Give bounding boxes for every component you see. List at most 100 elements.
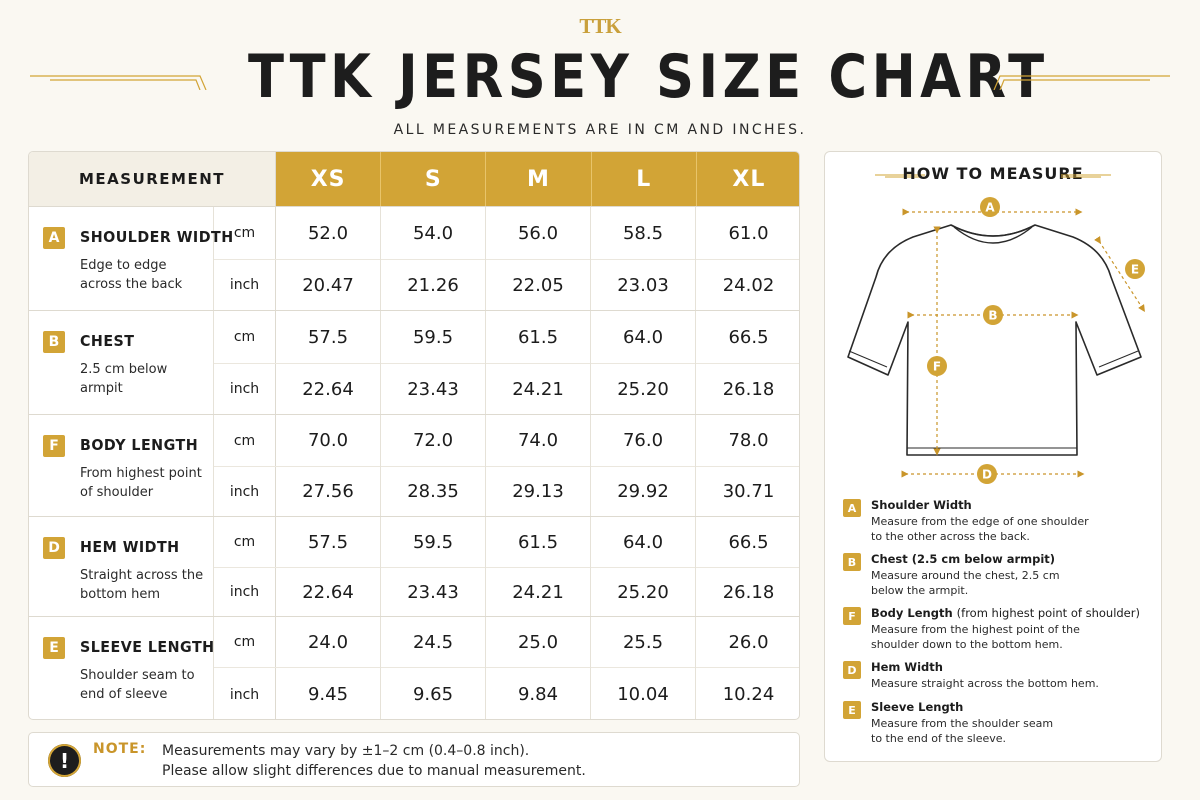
table-cell: 64.0 xyxy=(591,517,696,567)
legend-title: Hem Width xyxy=(871,660,943,674)
size-chart-table: MEASUREMENT XS S M L XL A SHOULDER WIDTH… xyxy=(28,151,800,720)
legend-title: Body Length (from highest point of shoul… xyxy=(871,606,1140,620)
svg-text:A: A xyxy=(985,201,995,215)
measurement-description: Shoulder seam to end of sleeve xyxy=(80,668,195,702)
table-cell: 70.0 xyxy=(276,415,381,466)
table-cell: 66.5 xyxy=(728,326,769,348)
letter-badge: D xyxy=(43,537,65,559)
table-cell: 59.5 xyxy=(381,311,486,363)
table-cell: 61.0 xyxy=(728,222,769,244)
table-cell: 64.0 xyxy=(591,311,696,363)
header-ornament-right xyxy=(993,75,1170,90)
table-row-cm: 70.0 72.0 74.0 76.0 78.0 xyxy=(276,415,799,466)
measure-marker-b: B xyxy=(983,305,1003,325)
table-row-inch: 22.64 23.43 24.21 25.20 26.18 xyxy=(276,363,799,415)
table-cell: 26.18 xyxy=(722,378,775,400)
row-group-hem-width: D HEM WIDTH Straight across the bottom h… xyxy=(29,516,799,617)
svg-text:F: F xyxy=(933,360,941,374)
measure-marker-e: E xyxy=(1125,259,1145,279)
table-cell: 24.21 xyxy=(486,363,591,415)
svg-text:E: E xyxy=(1131,263,1139,277)
letter-badge: A xyxy=(843,499,861,517)
svg-text:D: D xyxy=(982,468,992,482)
table-row-inch: 9.45 9.65 9.84 10.04 10.24 xyxy=(276,667,799,719)
how-to-measure-panel: HOW TO MEASURE A B xyxy=(824,151,1162,762)
table-cell: 24.21 xyxy=(486,567,591,617)
table-cell: 52.0 xyxy=(276,207,381,259)
row-group-chest: B CHEST 2.5 cm below armpit cm inch 57.5… xyxy=(29,310,799,415)
tshirt-outline xyxy=(847,224,1142,456)
brand-logo: TTK xyxy=(579,14,621,38)
note-line-2: Please allow slight differences due to m… xyxy=(162,763,586,779)
unit-label-inch: inch xyxy=(214,466,276,517)
measure-marker-d: D xyxy=(977,464,997,484)
unit-label-cm: cm xyxy=(214,517,276,567)
table-cell: 57.5 xyxy=(276,311,381,363)
how-to-measure-title: HOW TO MEASURE xyxy=(902,164,1084,183)
table-cell: 9.45 xyxy=(276,667,381,719)
measurement-description: Edge to edge across the back xyxy=(80,258,183,292)
measurement-name: SHOULDER WIDTH xyxy=(80,228,234,246)
unit-label-inch: inch xyxy=(214,363,276,415)
letter-badge: E xyxy=(43,637,65,659)
table-cell: 29.92 xyxy=(591,466,696,517)
table-cell: 61.5 xyxy=(486,517,591,567)
measurement-name: CHEST xyxy=(80,332,135,350)
letter-badge: B xyxy=(43,331,65,353)
letter-badge: E xyxy=(843,701,861,719)
table-row-inch: 22.64 23.43 24.21 25.20 26.18 xyxy=(276,567,799,617)
legend-description: Measure around the chest, 2.5 cm below t… xyxy=(871,569,1060,597)
table-cell: 25.20 xyxy=(591,363,696,415)
table-cell: 9.84 xyxy=(486,667,591,719)
table-cell: 61.5 xyxy=(486,311,591,363)
page-title: TTK JERSEY SIZE CHART xyxy=(248,42,1049,112)
table-cell: 23.43 xyxy=(381,363,486,415)
size-header-xs: XS xyxy=(276,152,382,206)
table-cell: 23.03 xyxy=(591,259,696,311)
letter-badge: F xyxy=(43,435,65,457)
table-row-inch: 20.47 21.26 22.05 23.03 24.02 xyxy=(276,259,799,311)
letter-badge: A xyxy=(43,227,65,249)
table-header: MEASUREMENT XS S M L XL xyxy=(29,152,799,206)
panel-title-ornament-left xyxy=(875,174,925,178)
measurement-description: 2.5 cm below armpit xyxy=(80,362,168,396)
table-cell: 26.0 xyxy=(728,631,769,653)
table-cell: 78.0 xyxy=(728,430,769,451)
table-cell: 56.0 xyxy=(486,207,591,259)
table-cell: 58.5 xyxy=(591,207,696,259)
svg-text:B: B xyxy=(988,309,997,323)
table-row-cm: 57.5 59.5 61.5 64.0 66.5 xyxy=(276,517,799,567)
table-cell: 25.5 xyxy=(591,617,696,667)
table-row-cm: 24.0 24.5 25.0 25.5 26.0 xyxy=(276,617,799,667)
table-cell: 29.13 xyxy=(486,466,591,517)
note-box: ! NOTE: Measurements may vary by ±1–2 cm… xyxy=(28,732,800,787)
size-header-l: L xyxy=(591,152,697,206)
page-subtitle: ALL MEASUREMENTS ARE IN CM AND INCHES. xyxy=(393,122,807,138)
measurement-description: From highest point of shoulder xyxy=(80,466,202,500)
unit-label-cm: cm xyxy=(214,617,276,667)
measurement-name: BODY LENGTH xyxy=(80,436,199,454)
measurement-name: SLEEVE LENGTH xyxy=(80,638,215,656)
unit-label-cm: cm xyxy=(214,415,276,466)
row-group-sleeve-length: E SLEEVE LENGTH Shoulder seam to end of … xyxy=(29,616,799,719)
legend-description: Measure straight across the bottom hem. xyxy=(871,677,1099,690)
table-cell: 10.24 xyxy=(722,684,775,705)
row-group-shoulder-width: A SHOULDER WIDTH Edge to edge across the… xyxy=(29,206,799,311)
measure-marker-f: F xyxy=(927,356,947,376)
legend-title: Shoulder Width xyxy=(871,498,972,512)
table-cell: 25.20 xyxy=(591,567,696,617)
table-row-cm: 52.0 54.0 56.0 58.5 61.0 xyxy=(276,207,799,259)
table-cell: 74.0 xyxy=(486,415,591,466)
table-cell: 26.18 xyxy=(722,581,775,603)
note-text: Measurements may vary by ±1–2 cm (0.4–0.… xyxy=(162,741,586,781)
table-cell: 20.47 xyxy=(276,259,381,311)
table-cell: 22.64 xyxy=(276,363,381,415)
table-cell: 22.05 xyxy=(486,259,591,311)
letter-badge: F xyxy=(843,607,861,625)
table-cell: 10.04 xyxy=(591,667,696,719)
size-header-xl: XL xyxy=(696,152,799,206)
legend-description: Measure from the edge of one shoulder to… xyxy=(871,515,1089,543)
unit-label-inch: inch xyxy=(214,259,276,311)
letter-badge: B xyxy=(843,553,861,571)
table-cell: 27.56 xyxy=(276,466,381,517)
